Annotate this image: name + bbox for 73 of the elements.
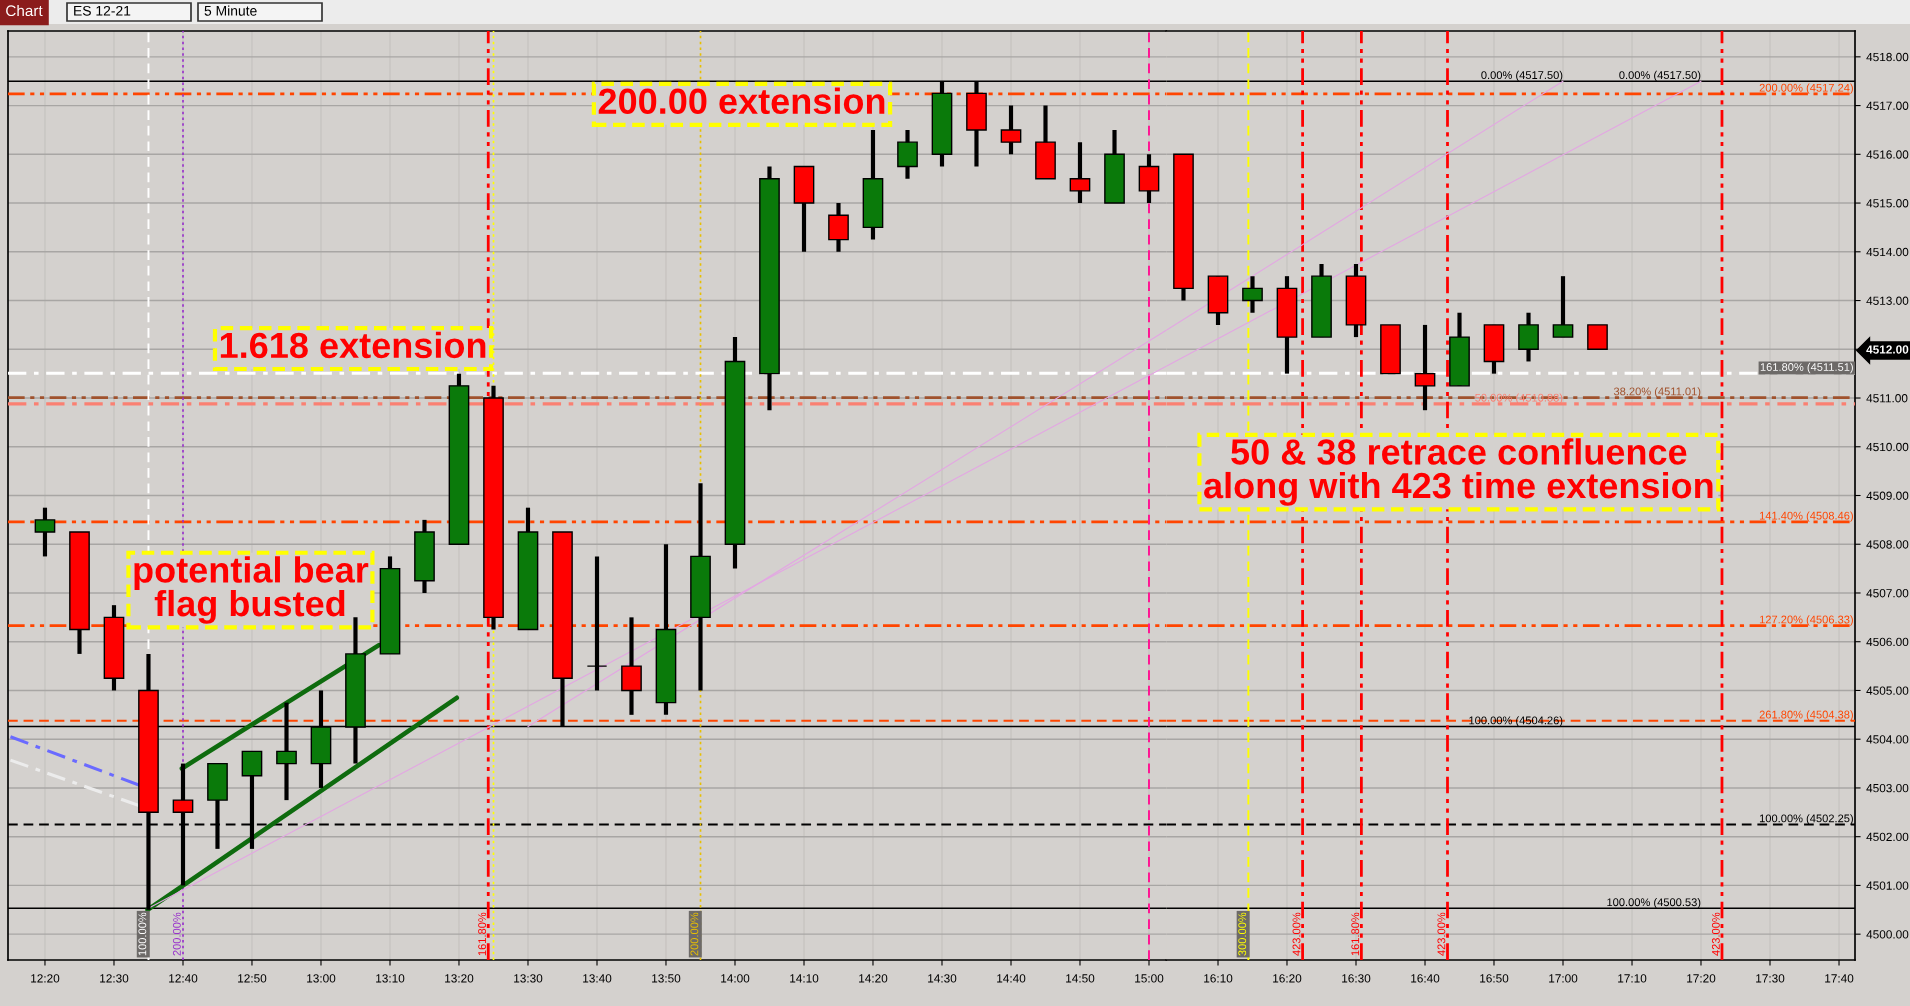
- x-tick-label: 16:20: [1273, 974, 1302, 983]
- y-tick-label: 4507.00: [1866, 589, 1909, 598]
- y-tick-label: 4505.00: [1866, 686, 1909, 695]
- annotation: 50.00% (4510.88): [1475, 393, 1563, 404]
- annotation: 0.00% (4517.50): [1619, 70, 1701, 82]
- y-tick-label: 4514.00: [1866, 247, 1909, 257]
- x-tick-label: 17:10: [1618, 974, 1647, 983]
- y-tick-label: 4504.00: [1866, 735, 1909, 744]
- x-tick-label: 16:10: [1204, 974, 1233, 983]
- y-tick-label: 4511.00: [1866, 394, 1908, 403]
- x-tick-label: 17:20: [1687, 974, 1716, 983]
- x-tick-label: 12:20: [31, 974, 60, 983]
- y-tick-label: 4515.00: [1866, 199, 1909, 208]
- annotation: potential bear flag busted: [134, 556, 369, 624]
- x-tick-label: 13:40: [583, 974, 612, 983]
- x-tick-label: 13:20: [445, 974, 474, 983]
- annotation: 200.00%: [690, 912, 699, 956]
- ref-line-label: 200.00% (4517.24): [1759, 83, 1853, 94]
- chart-subtitle: 5 Minute: [204, 5, 257, 16]
- x-tick-label: 14:10: [790, 974, 819, 983]
- x-tick-label: 13:50: [652, 974, 681, 983]
- annotation: 200.00%: [172, 912, 181, 956]
- y-tick-label: 4506.00: [1866, 637, 1909, 647]
- ref-line-label: 127.20% (4506.33): [1759, 615, 1853, 626]
- x-tick-label: 15:00: [1135, 974, 1164, 983]
- y-tick-label: 4517.00: [1866, 101, 1909, 110]
- y-tick-label: 4509.00: [1866, 491, 1909, 500]
- x-tick-label: 12:50: [238, 974, 267, 983]
- annotation: 0.00% (4517.50): [1481, 70, 1563, 82]
- x-tick-label: 14:00: [721, 974, 750, 983]
- annotation: 1.618 extension: [220, 331, 486, 359]
- annotation: 161.80%: [478, 912, 487, 956]
- x-tick-label: 16:30: [1342, 974, 1371, 983]
- chart-title: ES 12-21: [74, 5, 131, 16]
- annotation: 100.00%: [138, 912, 147, 956]
- y-tick-label: 4501.00: [1866, 881, 1909, 890]
- annotation: 38.20% (4511.01): [1613, 387, 1701, 398]
- x-tick-label: 13:30: [514, 974, 543, 983]
- x-tick-label: 16:40: [1411, 974, 1440, 983]
- text: Chart: [6, 4, 43, 17]
- annotation: 200.00 extension: [598, 87, 885, 115]
- annotation: 423.00%: [1711, 912, 1720, 956]
- x-tick-label: 12:30: [100, 974, 129, 983]
- x-tick-label: 16:50: [1480, 974, 1509, 983]
- x-tick-label: 14:30: [928, 974, 957, 983]
- x-tick-label: 13:10: [376, 974, 405, 983]
- y-tick-label: 4500.00: [1866, 930, 1909, 939]
- y-tick-label: 4518.00: [1866, 52, 1909, 62]
- x-tick-label: 12:40: [169, 974, 198, 983]
- x-tick-label: 17:00: [1549, 974, 1578, 983]
- x-tick-label: 14:20: [859, 974, 888, 983]
- ref-line-label: 261.80% (4504.38): [1759, 710, 1853, 721]
- y-tick-label: 4508.00: [1866, 540, 1909, 549]
- x-tick-label: 14:40: [997, 974, 1026, 983]
- y-tick-label: 4513.00: [1866, 296, 1909, 305]
- ref-line-label: 100.00% (4502.25): [1759, 814, 1853, 825]
- y-tick-label: 4510.00: [1866, 442, 1909, 452]
- x-tick-label: 17:30: [1756, 974, 1785, 983]
- y-tick-label: 4503.00: [1866, 783, 1909, 793]
- x-tick-label: 14:50: [1066, 974, 1095, 983]
- ref-line-label: 161.80% (4511.51): [1760, 362, 1853, 374]
- annotation: 423.00%: [1292, 912, 1301, 956]
- y-tick-label: 4516.00: [1866, 150, 1909, 159]
- annotation: 300.00%: [1238, 912, 1247, 956]
- y-tick-label: 4502.00: [1866, 832, 1909, 842]
- annotation: 50 & 38 retrace confluence along with 423 time extension: [1204, 438, 1713, 506]
- x-tick-label: 17:40: [1825, 974, 1854, 983]
- annotation: 100.00% (4500.53): [1607, 897, 1701, 909]
- ref-line-label: 141.40% (4508.46): [1759, 511, 1853, 522]
- x-tick-label: 13:00: [307, 974, 336, 983]
- annotation: 161.80%: [1351, 912, 1360, 956]
- annotation: 423.00%: [1437, 912, 1446, 956]
- y-tick-label: 4512.00: [1866, 345, 1909, 354]
